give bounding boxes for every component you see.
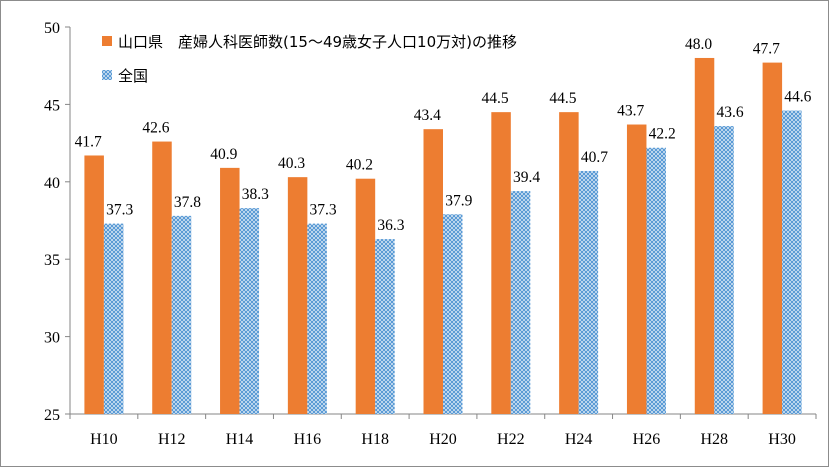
bar-national bbox=[782, 110, 802, 414]
data-label-national: 44.6 bbox=[784, 89, 811, 106]
data-label-national: 39.4 bbox=[513, 169, 540, 186]
data-label-national: 43.6 bbox=[716, 104, 743, 121]
x-tick-label: H24 bbox=[565, 431, 593, 448]
data-label-national: 37.3 bbox=[106, 202, 133, 219]
bar-national bbox=[307, 223, 327, 414]
bar-yamaguchi bbox=[152, 141, 172, 414]
bar-yamaguchi bbox=[559, 112, 579, 414]
data-label-national: 38.3 bbox=[242, 186, 269, 203]
data-label-yamaguchi: 43.7 bbox=[617, 103, 644, 120]
y-tick-label: 50 bbox=[44, 20, 60, 37]
data-label-yamaguchi: 43.4 bbox=[414, 107, 441, 124]
data-label-national: 37.8 bbox=[174, 194, 201, 211]
bar-yamaguchi bbox=[423, 129, 443, 414]
data-label-national: 40.7 bbox=[581, 149, 608, 166]
x-tick-label: H26 bbox=[633, 431, 661, 448]
bar-yamaguchi bbox=[84, 155, 104, 414]
y-tick-label: 40 bbox=[44, 175, 60, 192]
y-tick-label: 35 bbox=[44, 252, 60, 269]
data-label-yamaguchi: 40.3 bbox=[278, 155, 305, 172]
bar-yamaguchi bbox=[287, 177, 308, 414]
x-tick-label: H30 bbox=[768, 431, 796, 448]
legend-label-yamaguchi: 山口県 産婦人科医師数(15～49歳女子人口10万対)の推移 bbox=[118, 33, 517, 51]
bar-national bbox=[443, 214, 463, 414]
data-label-yamaguchi: 47.7 bbox=[753, 41, 780, 58]
bar-national bbox=[510, 191, 531, 414]
y-tick-label: 45 bbox=[44, 97, 60, 114]
bar-yamaguchi bbox=[694, 57, 715, 415]
y-axis-ticks: 25 30 35 40 45 50 bbox=[44, 20, 70, 424]
bar-yamaguchi bbox=[491, 112, 511, 414]
y-tick-label: 30 bbox=[44, 330, 60, 347]
bar-national bbox=[646, 147, 666, 414]
data-label-national: 37.3 bbox=[310, 202, 337, 219]
data-label-yamaguchi: 41.7 bbox=[75, 133, 102, 150]
bar-national bbox=[375, 239, 395, 414]
data-labels: 41.7 37.3 42.6 37.8 40.9 38.3 40.3 37.3 40.2 36.3… bbox=[75, 36, 812, 234]
bar-yamaguchi bbox=[762, 62, 783, 414]
legend-swatch-yamaguchi bbox=[102, 36, 112, 46]
bar-yamaguchi bbox=[626, 124, 647, 415]
data-label-yamaguchi: 40.9 bbox=[210, 146, 237, 163]
x-tick-label: H10 bbox=[90, 431, 118, 448]
x-tick-label: H14 bbox=[226, 431, 254, 448]
data-label-yamaguchi: 44.5 bbox=[549, 90, 576, 107]
x-tick-label: H16 bbox=[294, 431, 322, 448]
y-tick-label: 25 bbox=[44, 407, 60, 424]
x-tick-label: H22 bbox=[497, 431, 525, 448]
bar-yamaguchi bbox=[355, 178, 376, 414]
bars bbox=[84, 57, 802, 415]
data-label-yamaguchi: 48.0 bbox=[685, 36, 712, 53]
x-tick-label: H28 bbox=[700, 431, 728, 448]
x-tick-label: H12 bbox=[158, 431, 186, 448]
x-axis-ticks: H10 H12 H14 H16 H18 H20 H22 H24 H26 H28 H30 bbox=[69, 414, 817, 448]
x-tick-label: H20 bbox=[429, 431, 457, 448]
bar-national bbox=[103, 223, 124, 414]
data-label-national: 42.2 bbox=[649, 126, 676, 143]
bar-national bbox=[239, 208, 260, 414]
x-tick-label: H18 bbox=[361, 431, 389, 448]
data-label-yamaguchi: 42.6 bbox=[142, 120, 169, 137]
bar-national bbox=[171, 215, 192, 414]
bar-national bbox=[578, 170, 599, 414]
bar-national bbox=[714, 126, 734, 415]
data-label-yamaguchi: 44.5 bbox=[482, 90, 509, 107]
data-label-national: 36.3 bbox=[377, 217, 404, 234]
legend-swatch-national bbox=[102, 70, 112, 80]
data-label-yamaguchi: 40.2 bbox=[346, 157, 373, 174]
data-label-national: 37.9 bbox=[445, 192, 472, 209]
bar-yamaguchi bbox=[220, 167, 240, 414]
legend-label-national: 全国 bbox=[118, 67, 148, 85]
